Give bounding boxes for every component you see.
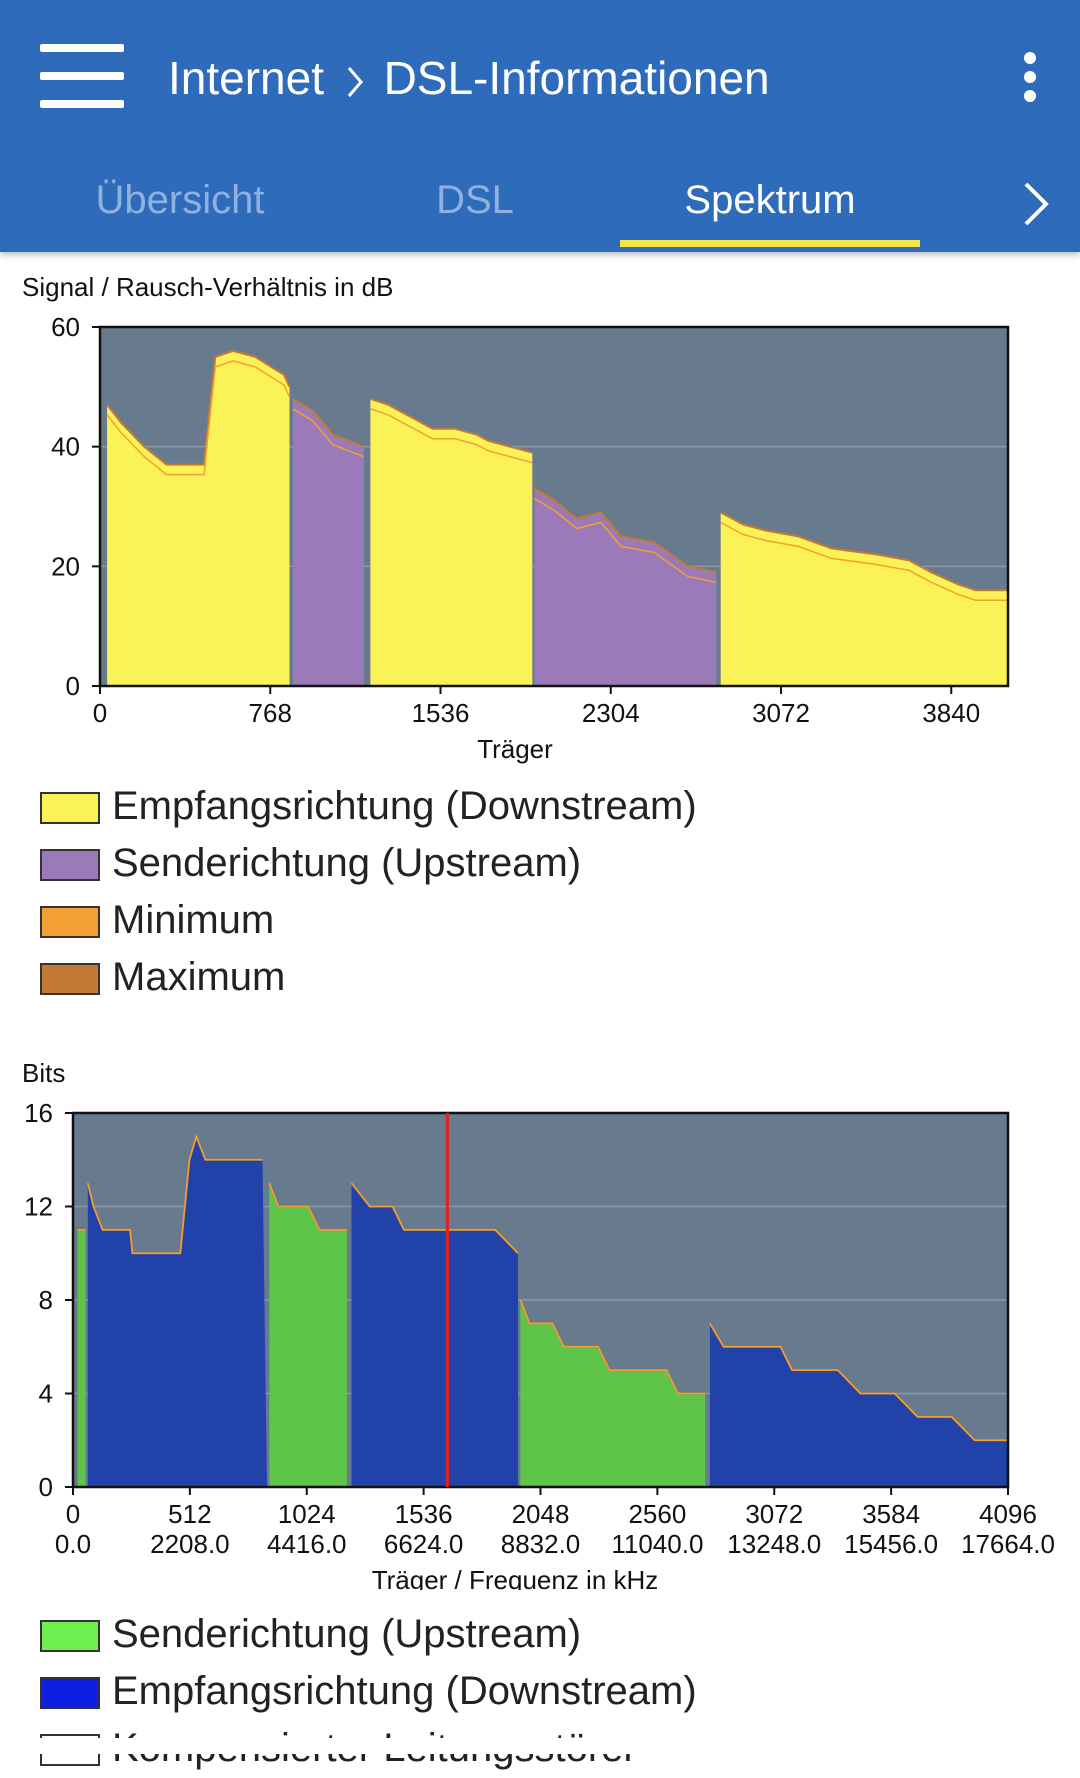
series-min-line (268, 1182, 347, 1231)
series-min-line (292, 408, 365, 458)
y-tick-label: 4 (39, 1379, 53, 1409)
tab-dsl[interactable]: DSL (436, 178, 514, 222)
series-min-line (106, 360, 291, 476)
x-tick-label: 1536 (395, 1499, 453, 1529)
x-tick-freq-label: 15456.0 (844, 1529, 938, 1559)
active-tab-indicator (620, 240, 920, 247)
series-max-line (720, 511, 1008, 592)
series-area (534, 488, 717, 686)
y-tick-label: 16 (24, 1098, 53, 1128)
x-tick-freq-label: 4416.0 (267, 1529, 347, 1559)
breadcrumb-page: DSL-Informationen (383, 52, 770, 104)
legend-swatch-minimum (40, 906, 100, 938)
x-tick-freq-label: 2208.0 (150, 1529, 230, 1559)
x-tick-freq-label: 13248.0 (727, 1529, 821, 1559)
y-tick-label: 0 (66, 671, 80, 701)
series-min-line (709, 1323, 1008, 1442)
series-max-line (292, 397, 365, 448)
snr-chart: 0 20 40 60 0 768 1536 2304 3072 3840 Träger (51, 312, 1010, 764)
bits-chart-title: Bits (22, 1058, 66, 1088)
y-tick-label: 8 (39, 1285, 53, 1315)
series-area (709, 1323, 1008, 1487)
x-tick-label: 3072 (745, 1499, 803, 1529)
legend-label: Empfangsrichtung (Downstream) (112, 1669, 697, 1713)
y-tick-label: 0 (39, 1472, 53, 1502)
x-tick-label: 3072 (752, 698, 810, 728)
x-tick-freq-label: 6624.0 (384, 1529, 464, 1559)
legend-label: Maximum (112, 955, 286, 999)
y-tick-label: 40 (51, 432, 80, 462)
series-area (269, 1183, 347, 1487)
legend-swatch-upstream-bits (40, 1620, 100, 1652)
x-tick-label: 0 (66, 1499, 80, 1529)
snr-chart-title: Signal / Rausch-Verhältnis in dB (22, 272, 394, 302)
y-tick-label: 12 (24, 1192, 53, 1222)
tab-spektrum[interactable]: Spektrum (684, 178, 856, 222)
x-tick-label: 1536 (412, 698, 470, 728)
chevron-right-icon (347, 66, 363, 97)
x-tick-freq-label: 8832.0 (501, 1529, 581, 1559)
y-tick-label: 60 (51, 312, 80, 342)
x-tick-label: 3840 (922, 698, 980, 728)
legend-swatch-maximum (40, 963, 100, 995)
more-options-icon[interactable] (1010, 52, 1050, 102)
legend-swatch-downstream-bits (40, 1677, 100, 1709)
plot-frame (98, 325, 1010, 688)
menu-icon[interactable] (40, 44, 126, 110)
series-min-line (350, 1182, 519, 1254)
series-area (720, 512, 1008, 686)
x-tick-label: 4096 (979, 1499, 1037, 1529)
x-tick-freq-label: 17664.0 (961, 1529, 1055, 1559)
x-tick-label: 1024 (278, 1499, 336, 1529)
series-max-line (533, 487, 717, 574)
x-tick-label: 0 (93, 698, 107, 728)
x-tick-label: 3584 (862, 1499, 920, 1529)
series-min-line (534, 497, 717, 584)
x-tick-label: 2560 (628, 1499, 686, 1529)
series-area (77, 1229, 86, 1487)
series-area (292, 398, 364, 686)
tab-uebersicht[interactable]: Übersicht (95, 178, 265, 222)
chevron-right-icon[interactable] (1016, 178, 1056, 230)
series-area (107, 350, 290, 686)
x-tick-freq-label: 11040.0 (611, 1529, 703, 1559)
legend-label: Empfangsrichtung (Downstream) (112, 784, 697, 828)
x-axis-title: Träger / Frequenz in kHz (372, 1565, 659, 1590)
x-tick-label: 768 (249, 698, 292, 728)
series-max-line (106, 349, 291, 466)
x-tick-label: 2304 (582, 698, 640, 728)
legend-label: Minimum (112, 898, 275, 942)
series-max-line (370, 397, 533, 454)
series-min-line (87, 1134, 263, 1255)
series-min-line (720, 521, 1008, 602)
series-min-line (370, 408, 533, 464)
legend-swatch-downstream (40, 792, 100, 824)
series-area (370, 398, 533, 686)
legend-label: Senderichtung (Upstream) (112, 1612, 582, 1656)
y-tick-label: 20 (51, 551, 80, 581)
series-min-line (519, 1299, 706, 1395)
x-tick-freq-label: 0.0 (55, 1529, 91, 1559)
series-area (520, 1300, 706, 1487)
breadcrumb: Internet DSL-Informationen (168, 48, 770, 108)
x-tick-label: 2048 (512, 1499, 570, 1529)
x-axis-title: Träger (477, 734, 553, 764)
series-area (87, 1136, 267, 1487)
series-area (351, 1183, 519, 1487)
app-bar: Internet DSL-Informationen Übersicht DSL… (0, 0, 1080, 252)
bottom-edge (0, 1738, 1080, 1754)
breadcrumb-section[interactable]: Internet (168, 52, 324, 104)
legend-swatch-upstream (40, 849, 100, 881)
x-tick-label: 512 (168, 1499, 211, 1529)
legend-label: Senderichtung (Upstream) (112, 841, 582, 885)
